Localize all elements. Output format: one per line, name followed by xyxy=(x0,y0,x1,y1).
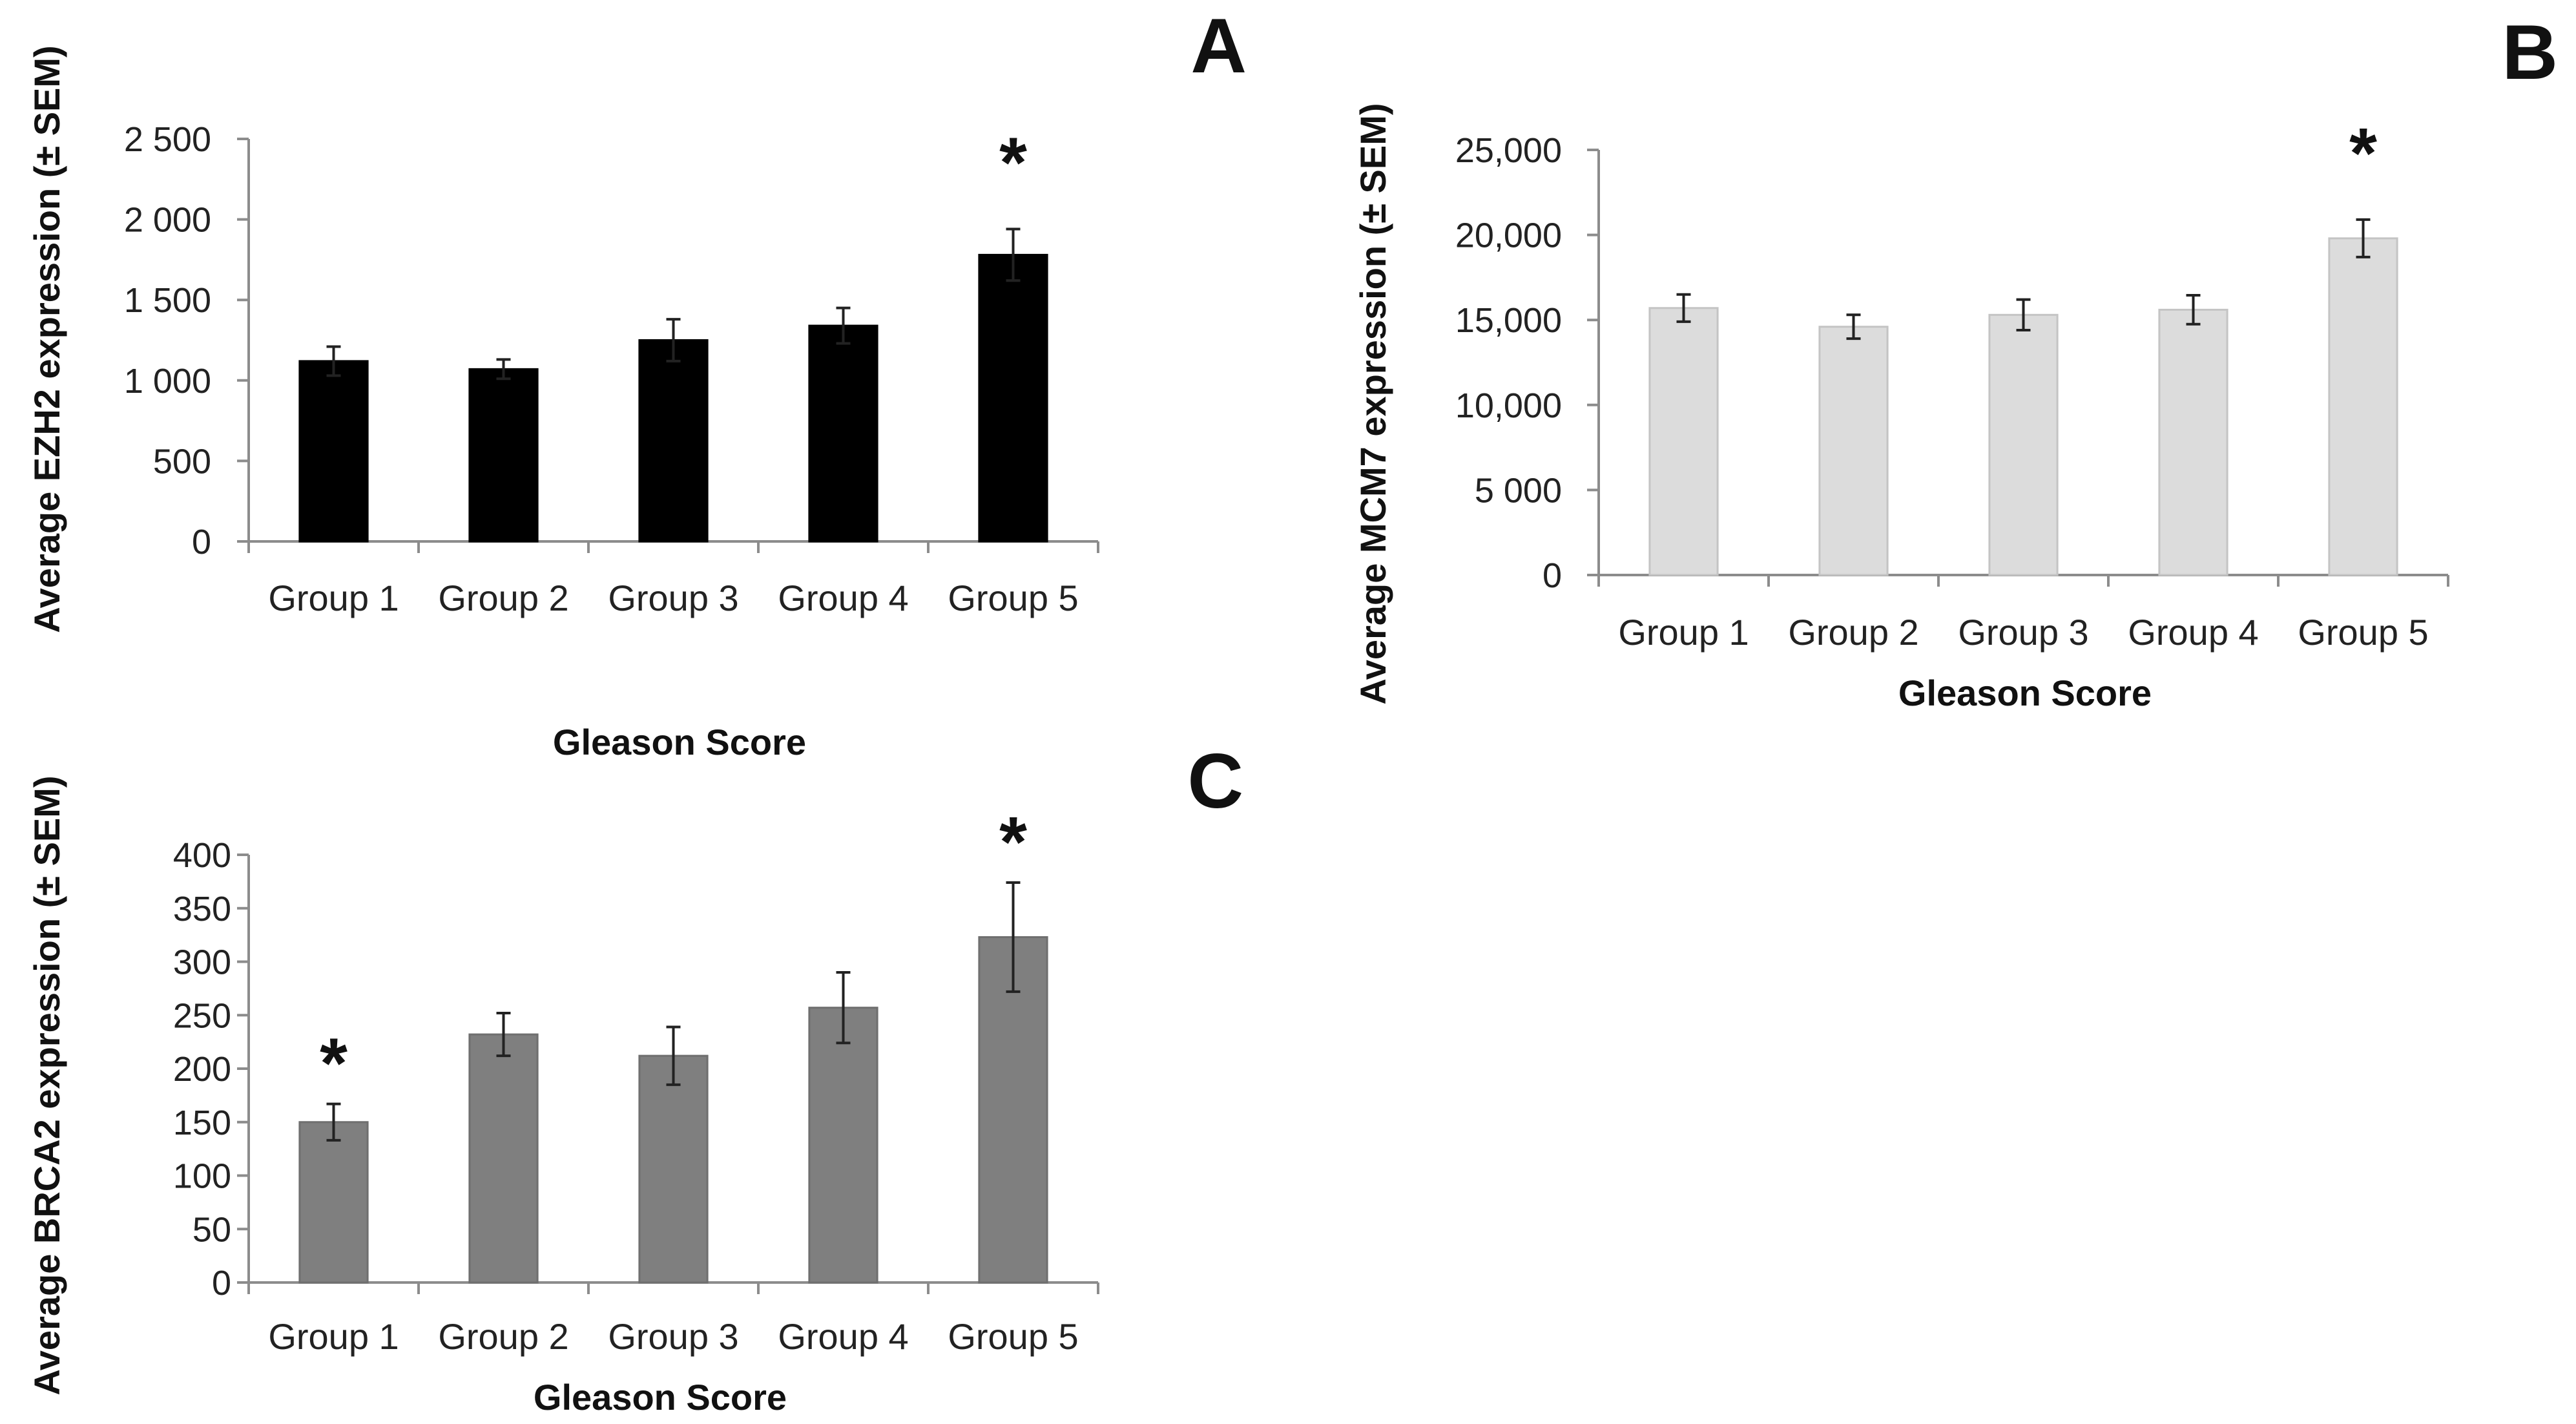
x-tick-label: Group 5 xyxy=(948,578,1078,618)
x-tick-label: Group 2 xyxy=(438,1316,568,1357)
bar xyxy=(808,324,878,543)
bar xyxy=(298,360,369,543)
y-tick-label: 250 xyxy=(173,996,231,1035)
significance-asterisk: * xyxy=(999,123,1027,203)
x-tick-label: Group 5 xyxy=(948,1316,1078,1357)
y-tick-label: 5 000 xyxy=(1475,471,1562,510)
significance-asterisk: * xyxy=(320,1024,348,1104)
bar xyxy=(468,368,539,543)
panel-label: B xyxy=(2502,9,2558,96)
y-tick-label: 100 xyxy=(173,1157,231,1196)
y-tick-label: 10,000 xyxy=(1455,386,1562,425)
y-axis-title: Average EZH2 expression (± SEM) xyxy=(26,45,67,633)
y-tick-label: 1 000 xyxy=(124,362,211,401)
y-axis-title: Average BRCA2 expression (± SEM) xyxy=(26,775,67,1395)
bar xyxy=(1988,313,2059,576)
bar xyxy=(1648,307,1719,576)
bar xyxy=(2158,308,2228,576)
x-tick-label: Group 3 xyxy=(1958,612,2088,653)
x-tick-label: Group 4 xyxy=(2128,612,2258,653)
bar xyxy=(808,1007,878,1284)
bar xyxy=(978,936,1048,1284)
bar xyxy=(638,339,709,543)
x-tick-label: Group 3 xyxy=(608,578,738,618)
bar xyxy=(298,1121,369,1284)
x-tick-label: Group 5 xyxy=(2298,612,2428,653)
y-tick-label: 15,000 xyxy=(1455,301,1562,340)
chart-panel-b: 0 5 000 10,000 15,000 20,000 25,000 Group 1 Gro… xyxy=(1353,9,2558,713)
x-tick-label: Group 4 xyxy=(778,1316,908,1357)
panel-label: A xyxy=(1190,3,1247,89)
bar xyxy=(978,253,1048,543)
y-tick-label: 0 xyxy=(212,1264,231,1303)
y-tick-label: 350 xyxy=(173,890,231,928)
y-tick-label: 1 500 xyxy=(124,281,211,320)
x-tick-label: Group 4 xyxy=(778,578,908,618)
x-axis-title: Gleason Score xyxy=(534,1377,787,1418)
bar xyxy=(468,1033,539,1284)
bar xyxy=(1818,326,1889,576)
y-tick-label: 2 500 xyxy=(124,120,211,159)
y-tick-label: 50 xyxy=(192,1210,231,1249)
y-tick-label: 25,000 xyxy=(1455,131,1562,170)
x-tick-label: Group 2 xyxy=(438,578,568,618)
x-tick-label: Group 1 xyxy=(268,1316,399,1357)
panel-label: C xyxy=(1187,738,1243,824)
y-tick-label: 2 000 xyxy=(124,201,211,240)
y-tick-label: 150 xyxy=(173,1104,231,1142)
x-tick-label: Group 2 xyxy=(1788,612,1918,653)
y-tick-label: 0 xyxy=(1542,556,1562,595)
y-tick-label: 0 xyxy=(192,523,211,561)
significance-asterisk: * xyxy=(999,802,1027,882)
y-tick-label: 20,000 xyxy=(1455,216,1562,255)
y-tick-label: 500 xyxy=(153,442,211,481)
x-axis-title: Gleason Score xyxy=(553,722,806,762)
bar xyxy=(638,1054,709,1284)
chart-panel-c: 0 50 100 150 200 250 300 350 400 Group 1 * Group 2 G… xyxy=(26,738,1243,1418)
significance-asterisk: * xyxy=(2349,114,2377,193)
x-axis-title: Gleason Score xyxy=(1898,673,2152,713)
y-tick-label: 300 xyxy=(173,943,231,982)
x-tick-label: Group 3 xyxy=(608,1316,738,1357)
x-tick-label: Group 1 xyxy=(268,578,399,618)
y-tick-label: 200 xyxy=(173,1050,231,1089)
chart-panel-a: 0 500 1 000 1 500 2 000 2 500 Group 1 Group 2 Gr… xyxy=(26,3,1247,762)
y-axis-title: Average MCM7 expression (± SEM) xyxy=(1353,103,1393,704)
bar xyxy=(2328,237,2398,576)
x-tick-label: Group 1 xyxy=(1618,612,1749,653)
y-tick-label: 400 xyxy=(173,836,231,875)
